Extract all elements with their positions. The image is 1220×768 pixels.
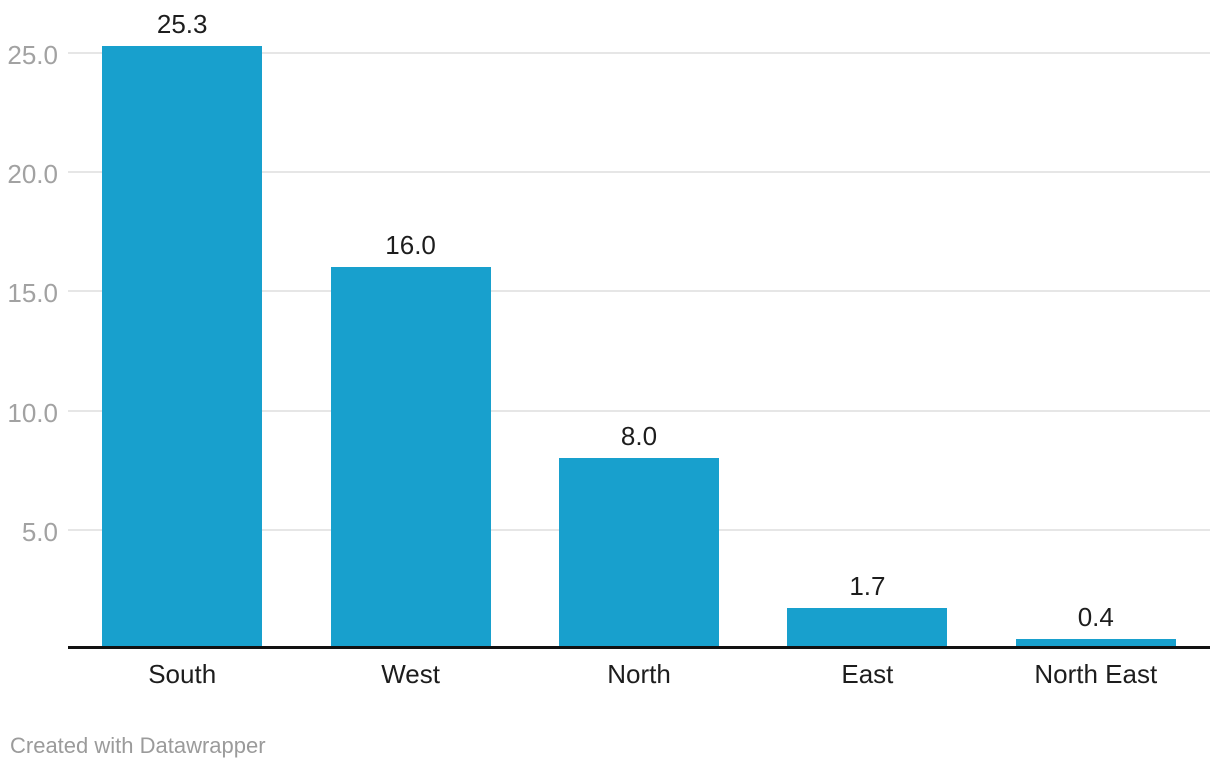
bar-west [330,267,491,649]
datawrapper-credit: Created with Datawrapper [10,733,266,758]
x-axis-category-label: West [381,659,440,689]
value-label: 16.0 [385,230,436,261]
bar-north-east [1015,639,1176,649]
gridline [68,409,1210,412]
x-axis-category-label: North East [1034,659,1158,689]
x-axis-category-label: East [841,659,894,689]
y-axis-tick-label: 5.0 [21,516,58,547]
bar-south [102,45,263,649]
value-label: 25.3 [156,8,208,39]
gridline [68,51,1210,54]
bar-east [787,608,948,649]
y-axis-tick-label: 25.0 [7,39,58,70]
x-axis-category-label: South [148,659,217,689]
y-axis-tick-label: 10.0 [7,397,58,428]
value-label: 0.4 [1077,602,1114,633]
y-axis-tick-label: 20.0 [7,159,58,189]
x-axis-category-label: North [607,659,671,689]
value-label: 8.0 [620,421,658,452]
y-axis-tick-label: 15.0 [7,278,58,309]
bar-north [559,458,719,649]
gridline [68,171,1210,173]
x-axis-line [68,646,1210,649]
gridline [68,290,1210,293]
value-label: 1.7 [849,571,886,602]
